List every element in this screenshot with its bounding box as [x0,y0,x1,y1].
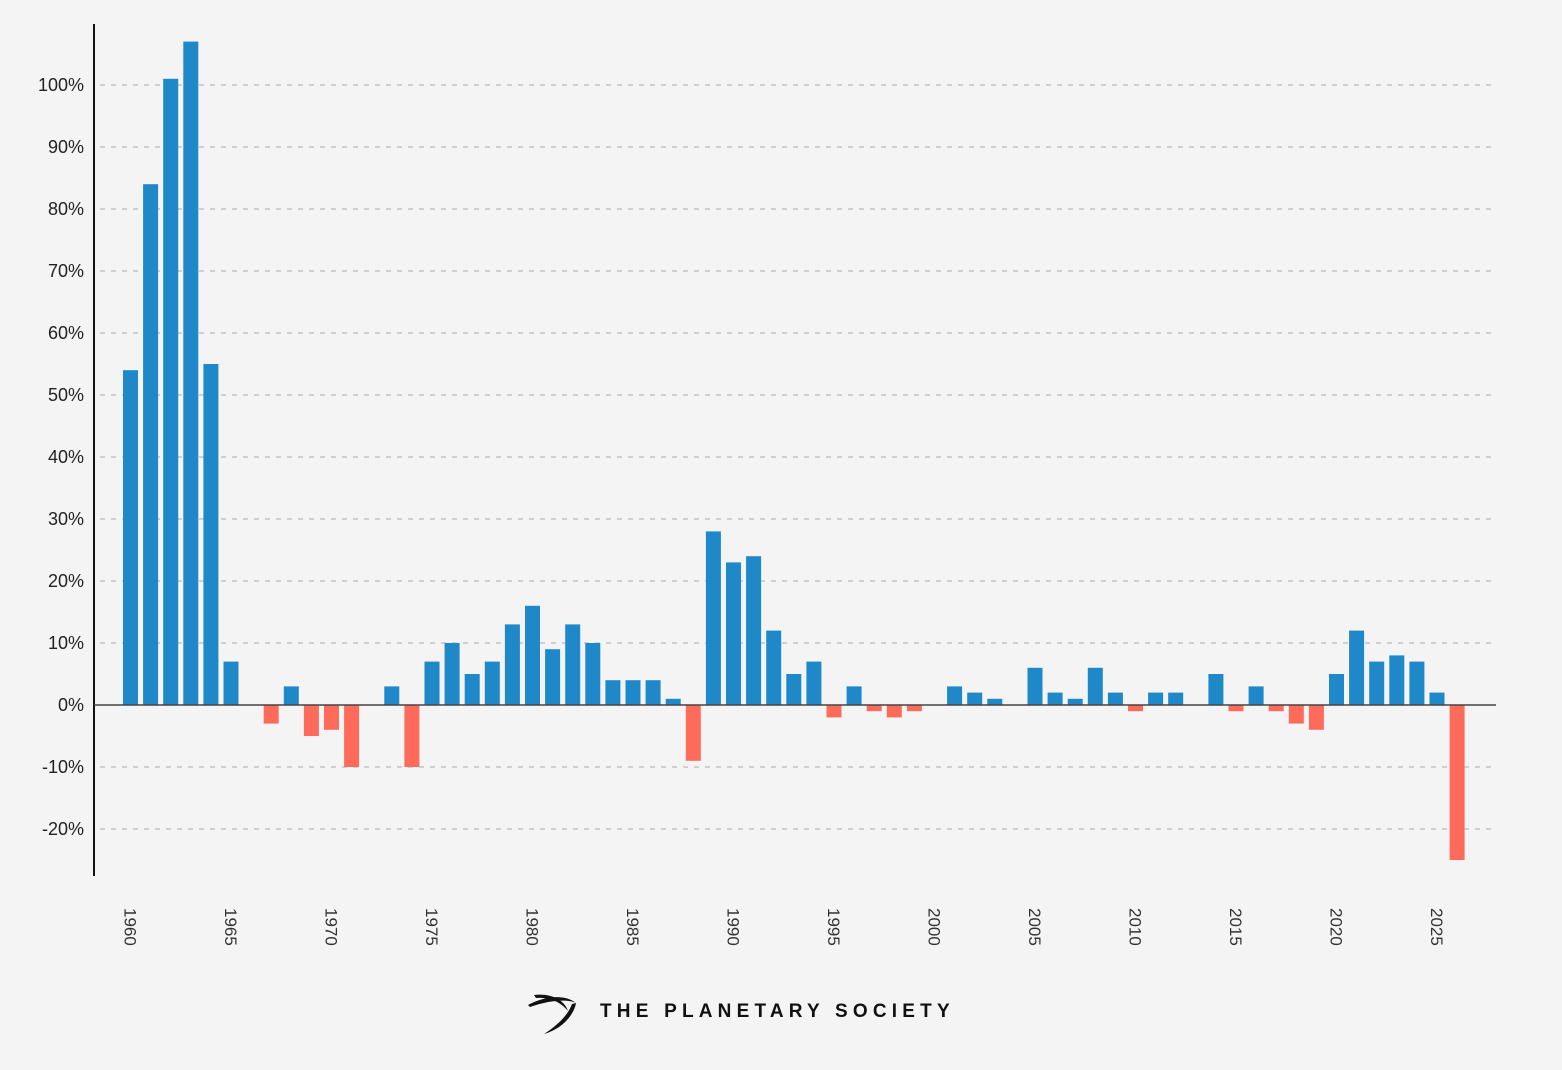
bar-1977 [464,674,480,705]
y-tick-label: 40% [48,447,84,467]
bar-2023 [1389,655,1405,705]
x-tick-label: 2015 [1226,908,1245,946]
y-tick-label: 30% [48,509,84,529]
y-tick-labels: -20% -10% 0% 10% 20% 30% 40% 50% 60% 70% 80% 90% 100… [38,75,84,839]
x-tick-label: 2000 [925,908,944,946]
bar-1985 [625,680,641,705]
bar-1961 [143,184,159,705]
bar-1992 [766,630,782,705]
x-tick-label: 2020 [1327,908,1346,946]
y-tick-label: 10% [48,633,84,653]
bar-1971 [344,705,360,767]
bar-2001 [947,686,963,705]
bar-1962 [163,78,179,706]
bar-2007 [1067,698,1083,705]
bar-2005 [1027,667,1043,705]
bar-1987 [665,698,681,705]
bar-1998 [886,705,902,718]
x-tick-label: 1960 [121,908,140,946]
y-tick-label: 80% [48,199,84,219]
y-tick-label: 60% [48,323,84,343]
bar-1983 [585,643,601,705]
bar-1995 [826,705,842,718]
planetary-society-orbit-logo-icon [528,994,576,1034]
bar-1989 [705,531,721,705]
bar-2024 [1409,661,1425,705]
bar-2014 [1208,674,1224,705]
bar-1982 [565,624,581,705]
x-tick-label: 2005 [1025,908,1044,946]
x-tick-label: 1995 [824,908,843,946]
x-tick-label: 1970 [322,908,341,946]
y-tick-label: -10% [42,757,84,777]
bar-1968 [283,686,299,705]
bar-1993 [786,674,802,705]
y-tick-label: 0% [58,695,84,715]
bar-2002 [967,692,983,705]
y-tick-label: 20% [48,571,84,591]
y-tick-label: 90% [48,137,84,157]
bar-1978 [484,661,500,705]
bar-1997 [866,705,882,712]
bar-1975 [424,661,440,705]
gridlines [100,84,1492,830]
bar-2021 [1349,630,1365,705]
brand-footer: THE PLANETARY SOCIETY [524,988,955,1036]
bar-2020 [1329,674,1344,705]
bar-chart: -20% -10% 0% 10% 20% 30% 40% 50% 60% 70% 80% 90% 100… [38,24,1496,946]
bar-2012 [1168,692,1184,705]
bar-1994 [806,661,822,705]
bar-1991 [746,556,762,705]
bar-1990 [726,562,741,705]
y-tick-label: 100% [38,75,84,95]
bar-1996 [846,686,862,705]
bar-2009 [1107,692,1123,705]
bar-1965 [223,661,239,705]
bar-1974 [404,705,420,767]
x-tick-label: 1990 [724,908,743,946]
bar-1967 [263,705,279,724]
bar-1970 [324,705,339,730]
y-tick-label: 70% [48,261,84,281]
bar-2018 [1288,705,1304,724]
bar-1981 [545,649,561,705]
bar-2011 [1148,692,1164,705]
bar-2008 [1087,667,1103,705]
bar-1963 [183,41,199,706]
x-tick-label: 1965 [221,908,240,946]
x-tick-labels: 1960 1965 1970 1975 1980 1985 1990 1995 2000 2005… [121,908,1447,946]
bar-2016 [1248,686,1264,705]
bar-1984 [605,680,621,705]
x-tick-label: 1980 [523,908,542,946]
bar-1960 [123,370,138,705]
bar-1986 [645,680,661,705]
bar-1988 [685,705,701,761]
bar-1999 [906,705,922,712]
bar-2010 [1128,705,1143,712]
bar-2017 [1268,705,1284,712]
bar-1980 [525,605,540,705]
bar-1973 [384,686,400,705]
y-tick-label: -20% [42,819,84,839]
bar-2025 [1429,692,1445,705]
bars [123,41,1465,860]
brand-name: THE PLANETARY SOCIETY [600,1001,955,1022]
x-tick-label: 2010 [1126,908,1145,946]
x-tick-label: 1985 [623,908,642,946]
bar-1976 [444,643,460,705]
x-tick-label: 1975 [422,908,441,946]
bar-2026 [1449,705,1465,860]
bar-2006 [1047,692,1063,705]
bar-2022 [1369,661,1385,705]
axes [93,24,1496,876]
bar-2003 [987,698,1003,705]
y-tick-label: 50% [48,385,84,405]
bar-1979 [504,624,520,705]
bar-1969 [303,705,319,736]
bar-2015 [1228,705,1244,712]
x-tick-label: 2025 [1427,908,1446,946]
bar-1964 [203,364,219,705]
bar-2019 [1308,705,1324,730]
